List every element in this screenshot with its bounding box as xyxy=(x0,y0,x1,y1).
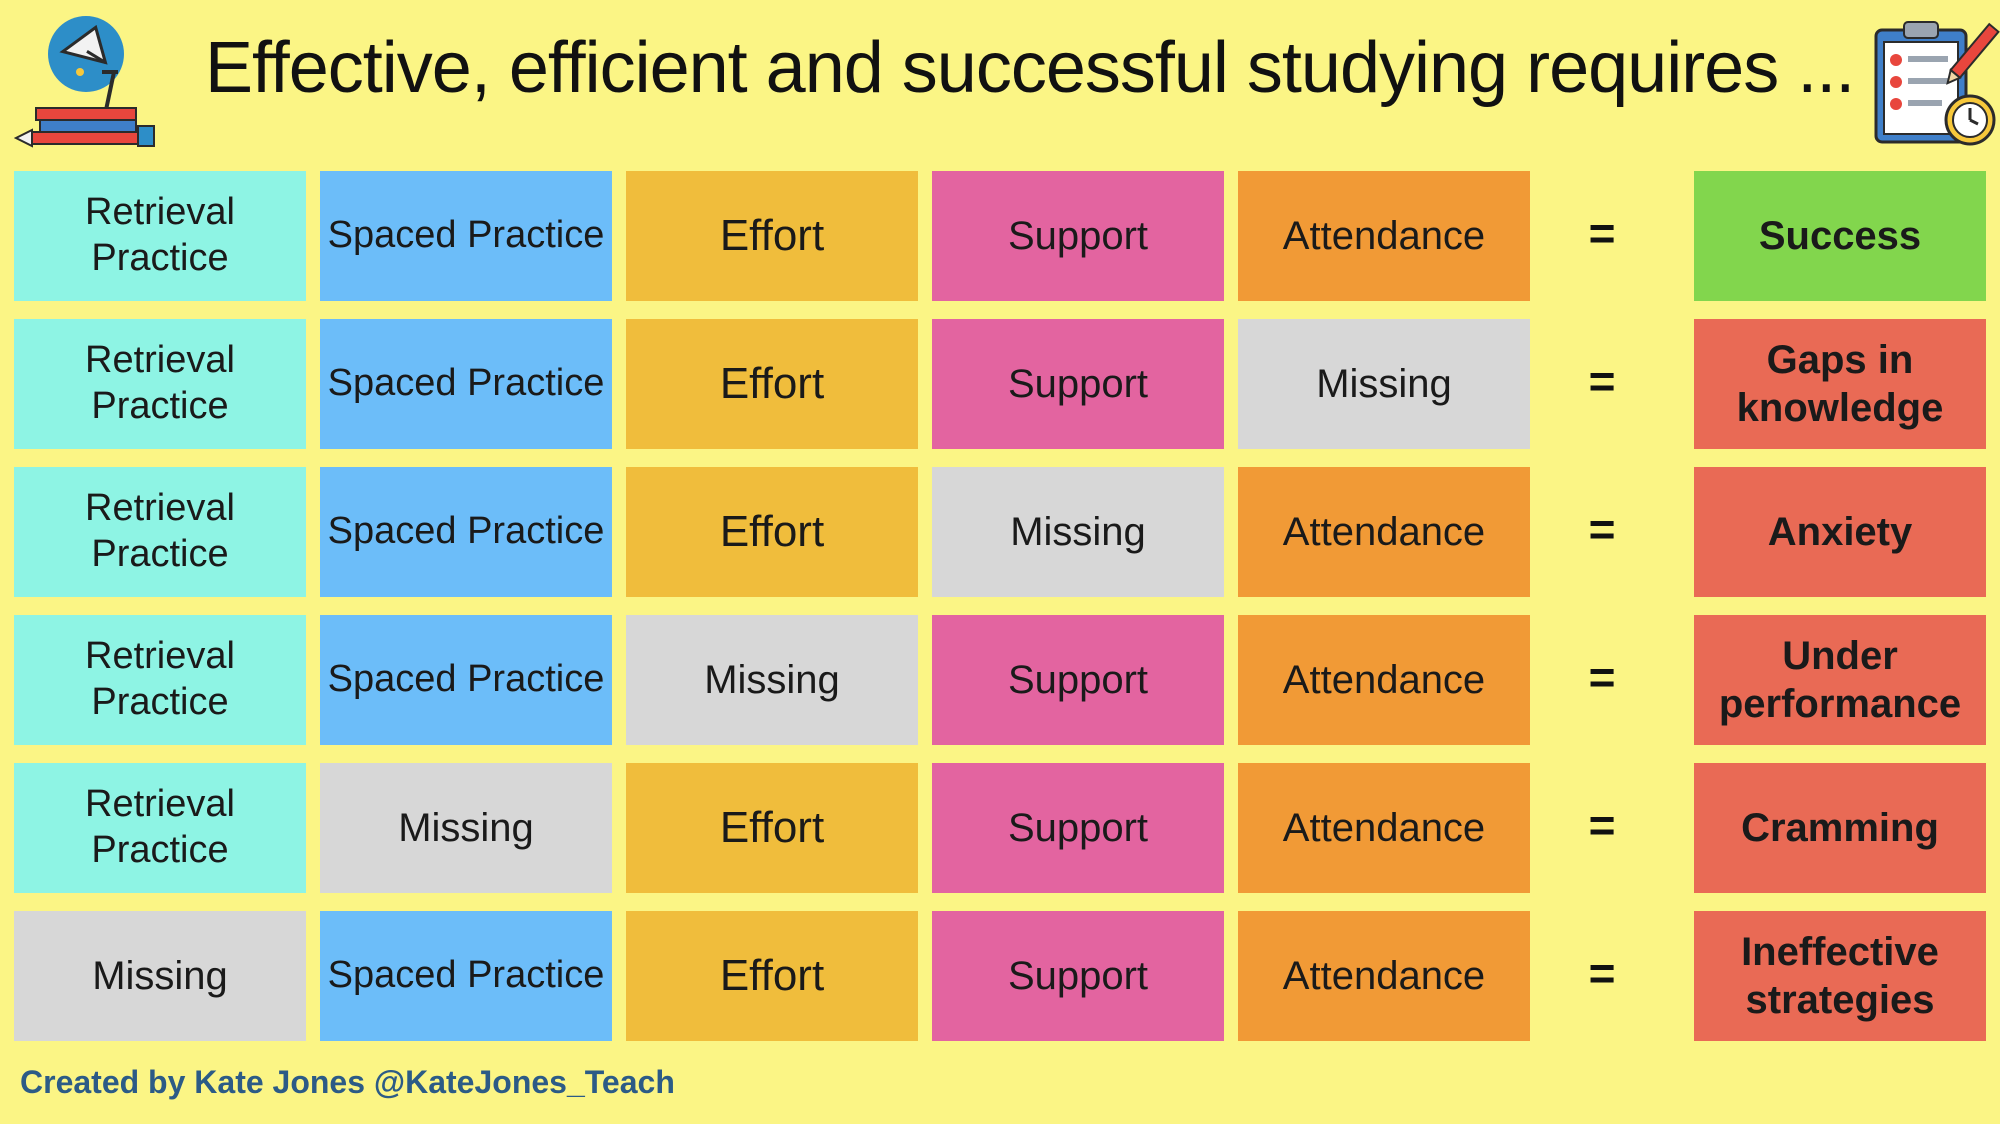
effort-cell: Effort xyxy=(626,911,918,1041)
spaced-practice-cell: Spaced Practice xyxy=(320,911,612,1041)
effort-cell: Missing xyxy=(626,615,918,745)
attendance-cell: Attendance xyxy=(1238,171,1530,301)
attendance-cell: Attendance xyxy=(1238,615,1530,745)
effort-cell: Effort xyxy=(626,467,918,597)
retrieval-practice-cell: Retrieval Practice xyxy=(14,319,306,449)
attendance-cell: Attendance xyxy=(1238,467,1530,597)
equals-sign: = xyxy=(1588,355,1616,407)
outcome-cell: Ineffective strategies xyxy=(1694,911,1986,1041)
outcome-cell: Anxiety xyxy=(1694,467,1986,597)
support-cell: Missing xyxy=(932,467,1224,597)
spaced-practice-cell: Spaced Practice xyxy=(320,319,612,449)
retrieval-practice-cell: Retrieval Practice xyxy=(14,171,306,301)
support-cell: Support xyxy=(932,171,1224,301)
support-cell: Support xyxy=(932,615,1224,745)
spaced-practice-cell: Spaced Practice xyxy=(320,467,612,597)
support-cell: Support xyxy=(932,319,1224,449)
outcome-cell: Gaps in knowledge xyxy=(1694,319,1986,449)
support-cell: Support xyxy=(932,763,1224,893)
attendance-cell: Attendance xyxy=(1238,911,1530,1041)
equals-sign: = xyxy=(1588,207,1616,259)
attendance-cell: Missing xyxy=(1238,319,1530,449)
effort-cell: Effort xyxy=(626,171,918,301)
equals-sign: = xyxy=(1588,947,1616,999)
effort-cell: Effort xyxy=(626,763,918,893)
spaced-practice-cell: Spaced Practice xyxy=(320,171,612,301)
outcome-cell: Cramming xyxy=(1694,763,1986,893)
outcome-cell: Success xyxy=(1694,171,1986,301)
equals-sign: = xyxy=(1588,651,1616,703)
studying-equation-grid: Retrieval Practice Spaced Practice Effort S… xyxy=(14,171,1986,1041)
outcome-cell: Under performance xyxy=(1694,615,1986,745)
effort-cell: Effort xyxy=(626,319,918,449)
retrieval-practice-cell: Retrieval Practice xyxy=(14,467,306,597)
credit-footer: Created by Kate Jones @KateJones_Teach xyxy=(20,1064,675,1100)
equals-sign: = xyxy=(1588,503,1616,555)
attendance-cell: Attendance xyxy=(1238,763,1530,893)
retrieval-practice-cell: Retrieval Practice xyxy=(14,615,306,745)
retrieval-practice-cell: Retrieval Practice xyxy=(14,763,306,893)
clipboard-checklist-clock-icon xyxy=(1862,14,2000,152)
study-lamp-books-icon xyxy=(13,12,159,150)
page-title: Effective, efficient and successful stud… xyxy=(205,28,1855,108)
equals-sign: = xyxy=(1588,799,1616,851)
spaced-practice-cell: Spaced Practice xyxy=(320,615,612,745)
spaced-practice-cell: Missing xyxy=(320,763,612,893)
retrieval-practice-cell: Missing xyxy=(14,911,306,1041)
support-cell: Support xyxy=(932,911,1224,1041)
